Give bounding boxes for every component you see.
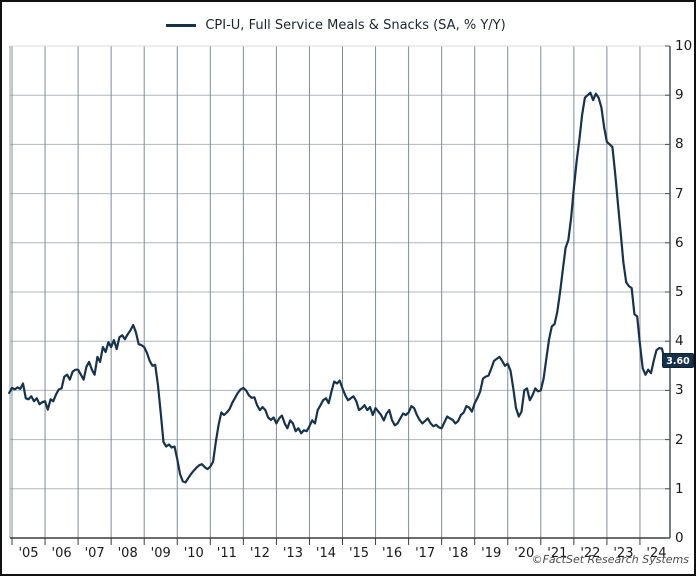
y-tick-label: 6 [675, 234, 684, 251]
x-tick-label: '19 [481, 546, 502, 561]
x-tick-label: '21 [547, 546, 568, 561]
y-tick-label: 4 [675, 333, 684, 350]
x-tick-label: '23 [613, 546, 634, 561]
y-tick-label: 7 [675, 185, 684, 202]
y-tick-label: 5 [675, 284, 684, 300]
legend-line-sample [166, 23, 197, 27]
x-tick-label: '09 [150, 546, 171, 561]
data-line [8, 91, 666, 484]
copyright: ©FactSet Research Systems [531, 553, 689, 566]
last-value-badge: 3.60 [662, 353, 694, 369]
x-tick-label: '24 [646, 546, 667, 561]
y-tick-label: 8 [675, 136, 684, 153]
x-tick-label: '20 [514, 546, 535, 561]
x-tick-label: '12 [249, 546, 270, 561]
y-tick-label: 3 [675, 382, 684, 399]
x-tick-label: '07 [84, 546, 105, 561]
legend: CPI-U, Full Service Meals & Snacks (SA, … [2, 15, 670, 35]
y-tick-label: 9 [675, 87, 684, 104]
x-tick-label: '13 [282, 546, 303, 561]
x-tick-label: '16 [382, 546, 403, 561]
x-tick-label: '06 [51, 546, 72, 561]
y-tick-label: 0 [675, 530, 684, 546]
x-tick-label: '14 [315, 546, 337, 561]
y-tick-label: 10 [675, 38, 693, 54]
y-tick-label: 2 [675, 431, 684, 448]
y-tick-label: 1 [675, 480, 684, 497]
x-tick-label: '08 [117, 546, 138, 561]
legend-label: CPI-U, Full Service Meals & Snacks (SA, … [205, 17, 506, 33]
x-tick-label: '18 [448, 546, 469, 561]
x-tick-label: '15 [348, 546, 370, 561]
x-tick-label: '11 [216, 546, 237, 561]
x-tick-label: '22 [580, 546, 601, 561]
x-tick-label: '10 [183, 546, 204, 561]
x-tick-label: '05 [18, 546, 39, 561]
x-tick-label: '17 [415, 546, 436, 561]
